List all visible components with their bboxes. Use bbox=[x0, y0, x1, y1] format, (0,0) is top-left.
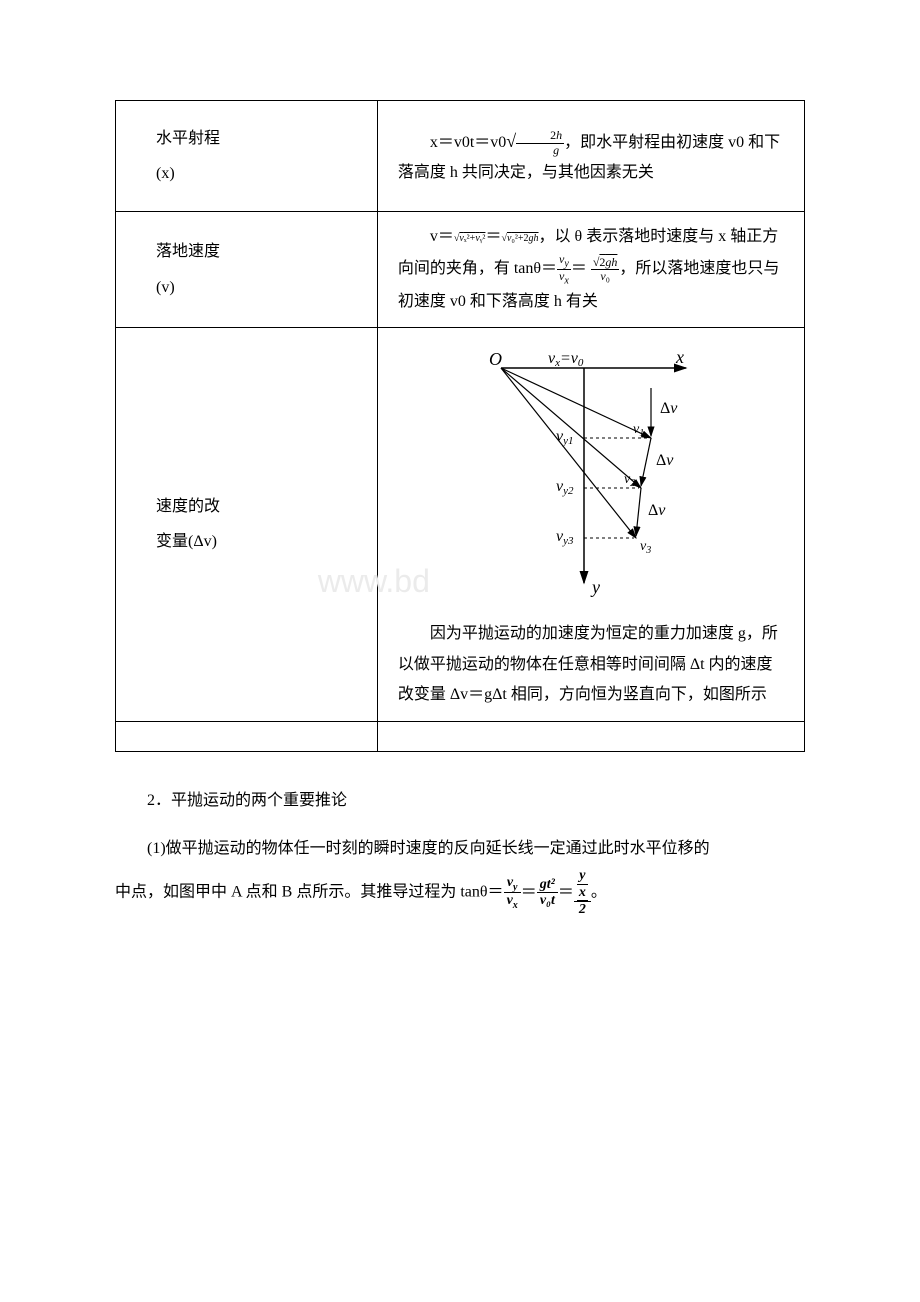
svg-text:v1: v1 bbox=[633, 422, 644, 439]
row2-label-line2: (v) bbox=[156, 270, 347, 305]
watermark-text: www.bd bbox=[318, 551, 430, 612]
svg-text:v3: v3 bbox=[640, 539, 651, 556]
velocity-diagram: O vx=v0 x y Δv Δv Δv vy1 vy2 vy3 v1 v2 v… bbox=[466, 343, 716, 598]
row3-label-line1: 速度的改 bbox=[156, 489, 347, 524]
paragraph-1b: 中点，如图甲中 A 点和 B 点所示。其推导过程为 tanθ＝vyvx＝gt²v… bbox=[115, 868, 805, 917]
para1-end: 。 bbox=[591, 884, 607, 901]
table-row: 水平射程 (x) x＝v0t＝v0√2hg，即水平射程由初速度 v0 和下落高度… bbox=[116, 101, 805, 212]
svg-text:vx=v0: vx=v0 bbox=[548, 350, 584, 369]
derivation-formula: vyvx＝gt²v₀t＝yx2 bbox=[504, 884, 591, 901]
row2-label-line1: 落地速度 bbox=[156, 234, 347, 269]
row1-label-line1: 水平射程 bbox=[156, 121, 347, 156]
empty-cell-right bbox=[377, 721, 804, 751]
svg-text:Δv: Δv bbox=[656, 452, 674, 469]
row2-left: 落地速度 (v) bbox=[116, 212, 378, 328]
svg-text:v2: v2 bbox=[624, 472, 635, 489]
row1-right: x＝v0t＝v0√2hg，即水平射程由初速度 v0 和下落高度 h 共同决定，与… bbox=[377, 101, 804, 212]
svg-text:vy1: vy1 bbox=[556, 428, 574, 447]
row3-caption: 因为平抛运动的加速度为恒定的重力加速度 g，所以做平抛运动的物体在任意相等时间间… bbox=[398, 619, 784, 710]
svg-text:Δv: Δv bbox=[660, 400, 678, 417]
svg-text:x: x bbox=[675, 347, 684, 367]
svg-text:O: O bbox=[489, 349, 502, 369]
svg-text:vy2: vy2 bbox=[556, 478, 574, 497]
para1-mid: 中点，如图甲中 A 点和 B 点所示。其推导过程为 tanθ＝ bbox=[115, 884, 504, 901]
paragraph-1: (1)做平抛运动的物体任一时刻的瞬时速度的反向延长线一定通过此时水平位移的 bbox=[115, 830, 805, 868]
row2-formula-text: v＝√vₓ²+vᵧ²＝√v₀²+2gh，以 θ 表示落地时速度与 x 轴正方向间… bbox=[398, 228, 780, 309]
empty-cell-left bbox=[116, 721, 378, 751]
svg-text:vy3: vy3 bbox=[556, 528, 574, 547]
para1-pre: (1)做平抛运动的物体任一时刻的瞬时速度的反向延长线一定通过此时水平位移的 bbox=[147, 840, 710, 857]
table-row: 落地速度 (v) v＝√vₓ²+vᵧ²＝√v₀²+2gh，以 θ 表示落地时速度… bbox=[116, 212, 805, 328]
row1-left: 水平射程 (x) bbox=[116, 101, 378, 212]
svg-text:y: y bbox=[590, 577, 600, 597]
svg-text:Δv: Δv bbox=[648, 502, 666, 519]
row3-left: 速度的改 变量(Δv) bbox=[116, 327, 378, 721]
row2-right: v＝√vₓ²+vᵧ²＝√v₀²+2gh，以 θ 表示落地时速度与 x 轴正方向间… bbox=[377, 212, 804, 328]
row1-formula-text: x＝v0t＝v0√2hg，即水平射程由初速度 v0 和下落高度 h 共同决定，与… bbox=[398, 134, 780, 181]
section-title: 2．平抛运动的两个重要推论 bbox=[115, 782, 805, 820]
row1-label-line2: (x) bbox=[156, 156, 347, 191]
row3-right: www.bd bbox=[377, 327, 804, 721]
table-row: 速度的改 变量(Δv) www.bd bbox=[116, 327, 805, 721]
table-empty-row bbox=[116, 721, 805, 751]
physics-table: 水平射程 (x) x＝v0t＝v0√2hg，即水平射程由初速度 v0 和下落高度… bbox=[115, 100, 805, 752]
